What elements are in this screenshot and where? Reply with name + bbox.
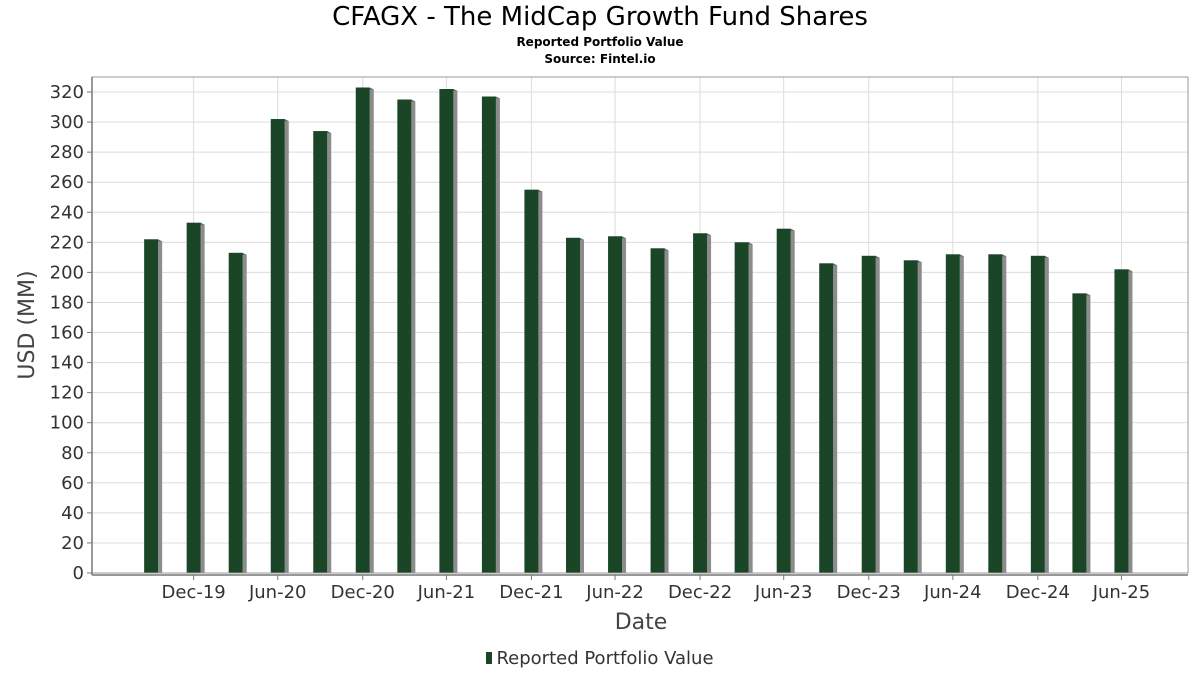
chart-source: Source: Fintel.io xyxy=(544,52,656,66)
x-axis-ticks: Dec-19 Jun-20 Dec-20 Jun-21 Dec-21 Jun-22 Dec-… xyxy=(162,575,1151,603)
bar-shadow xyxy=(327,131,332,574)
y-tick-label: 320 xyxy=(50,82,84,103)
bars xyxy=(144,87,1133,574)
bar xyxy=(1114,269,1129,573)
x-tick-label: Dec-19 xyxy=(162,582,226,603)
x-tick-label: Dec-23 xyxy=(837,582,901,603)
y-axis-ticks: 0 20 40 60 80 100 120 140 160 180 200 220 240 260 280 3… xyxy=(50,82,92,584)
y-tick-label: 280 xyxy=(50,142,84,163)
x-tick-label: Jun-20 xyxy=(248,582,307,603)
y-tick-label: 160 xyxy=(50,323,84,344)
bar xyxy=(734,242,749,574)
bar-shadow xyxy=(538,189,543,573)
bar-shadow xyxy=(622,236,627,573)
bar xyxy=(861,255,876,574)
bar-shadow xyxy=(664,248,669,573)
bar xyxy=(355,87,370,573)
x-tick-label: Jun-25 xyxy=(1092,582,1151,603)
bar xyxy=(566,237,581,573)
bar-shadow xyxy=(158,239,163,573)
bar xyxy=(819,263,834,573)
bar xyxy=(186,222,201,573)
bar-shadow xyxy=(833,263,838,573)
grid-lines xyxy=(92,77,1188,574)
x-tick-label: Jun-24 xyxy=(923,582,982,603)
bar xyxy=(228,252,243,573)
y-tick-label: 220 xyxy=(50,232,84,253)
bar-shadow xyxy=(959,254,964,573)
y-tick-label: 120 xyxy=(50,383,84,404)
y-tick-label: 60 xyxy=(61,473,84,494)
bar-shadow xyxy=(242,252,247,573)
y-tick-label: 260 xyxy=(50,172,84,193)
x-tick-label: Jun-23 xyxy=(754,582,813,603)
x-tick-label: Dec-22 xyxy=(668,582,732,603)
bar xyxy=(524,189,539,573)
legend-label: Reported Portfolio Value xyxy=(496,648,714,669)
bar xyxy=(945,254,960,573)
legend-swatch xyxy=(486,652,493,664)
bar xyxy=(903,260,918,573)
x-axis-label: Date xyxy=(615,610,668,635)
bar-shadow xyxy=(369,87,374,573)
bar-chart: 0 20 40 60 80 100 120 140 160 180 200 220 240 260 280 3… xyxy=(15,76,1189,635)
bar xyxy=(650,248,665,573)
y-tick-label: 0 xyxy=(73,563,84,584)
x-tick-label: Dec-21 xyxy=(499,582,563,603)
y-tick-label: 300 xyxy=(50,112,84,133)
bar-shadow xyxy=(707,233,712,573)
y-tick-label: 140 xyxy=(50,353,84,374)
plot-frame xyxy=(91,76,1189,576)
bar xyxy=(1072,293,1087,573)
bar xyxy=(1030,255,1045,574)
x-tick-label: Dec-24 xyxy=(1006,582,1070,603)
bar xyxy=(608,236,623,573)
bar-shadow xyxy=(1002,254,1007,573)
bar xyxy=(481,96,496,573)
bar xyxy=(776,228,791,573)
y-axis-label: USD (MM) xyxy=(15,270,40,379)
y-tick-label: 200 xyxy=(50,262,84,283)
bar xyxy=(313,131,328,574)
bar-shadow xyxy=(495,96,500,573)
bar-shadow xyxy=(580,237,585,573)
bar xyxy=(397,99,412,573)
bar-shadow xyxy=(453,89,458,574)
bar-shadow xyxy=(284,119,289,574)
bar xyxy=(693,233,708,573)
bar-shadow xyxy=(411,99,416,573)
x-tick-label: Jun-21 xyxy=(417,582,476,603)
y-tick-label: 100 xyxy=(50,413,84,434)
y-tick-label: 180 xyxy=(50,292,84,313)
chart-title: CFAGX - The MidCap Growth Fund Shares xyxy=(332,2,868,32)
bar-shadow xyxy=(748,242,753,574)
y-tick-label: 80 xyxy=(61,443,84,464)
bar-shadow xyxy=(917,260,922,573)
bar xyxy=(270,119,285,574)
y-tick-label: 240 xyxy=(50,202,84,223)
bar-shadow xyxy=(875,255,880,574)
plot-background xyxy=(92,77,1188,573)
y-tick-label: 20 xyxy=(61,533,84,554)
x-tick-label: Jun-22 xyxy=(585,582,644,603)
bar-shadow xyxy=(1086,293,1091,573)
legend: Reported Portfolio Value xyxy=(0,648,1200,670)
x-tick-label: Dec-20 xyxy=(331,582,395,603)
bar xyxy=(144,239,159,573)
y-tick-label: 40 xyxy=(61,503,84,524)
bar-shadow xyxy=(1128,269,1133,573)
bar-shadow xyxy=(790,228,795,573)
bar xyxy=(439,89,454,574)
chart-subtitle: Reported Portfolio Value xyxy=(516,35,684,49)
bar-shadow xyxy=(200,222,205,573)
bar xyxy=(988,254,1003,573)
bar-shadow xyxy=(1044,255,1049,574)
